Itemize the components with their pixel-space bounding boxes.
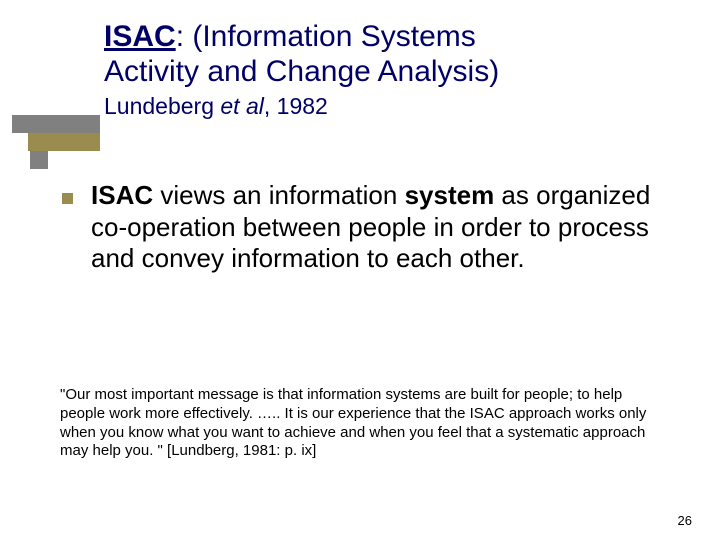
body-seg-1: ISAC <box>91 180 153 210</box>
title-expansion-2: Activity and Change Analysis) <box>104 55 499 88</box>
subtitle-year: , 1982 <box>264 93 328 119</box>
title-expansion-1: (Information Systems <box>192 20 475 53</box>
bullet-icon <box>62 193 73 204</box>
bullet-row: ISAC views an information system as orga… <box>62 180 662 275</box>
slide: ISAC: (Information Systems Activity and … <box>0 0 720 540</box>
body-text: ISAC views an information system as orga… <box>91 180 662 275</box>
deco-rect-gold <box>28 133 100 151</box>
subtitle-etal: et al <box>220 93 263 119</box>
title-acronym: ISAC <box>104 20 176 53</box>
title-line-1: ISAC: (Information Systems <box>104 20 684 55</box>
quote-text: "Our most important message is that info… <box>60 386 665 461</box>
body-seg-3: system <box>405 180 495 210</box>
deco-rect-gray-2 <box>30 151 48 169</box>
deco-rect-gray-1 <box>12 115 100 133</box>
title-line-2: Activity and Change Analysis) <box>104 55 684 90</box>
page-number: 26 <box>678 513 692 528</box>
title-sep: : <box>176 20 193 53</box>
quote-block: "Our most important message is that info… <box>60 386 665 461</box>
title-block: ISAC: (Information Systems Activity and … <box>104 20 684 120</box>
subtitle: Lundeberg et al, 1982 <box>104 93 684 120</box>
body-seg-2: views an information <box>153 180 404 210</box>
subtitle-author: Lundeberg <box>104 93 220 119</box>
body-block: ISAC views an information system as orga… <box>62 180 662 275</box>
